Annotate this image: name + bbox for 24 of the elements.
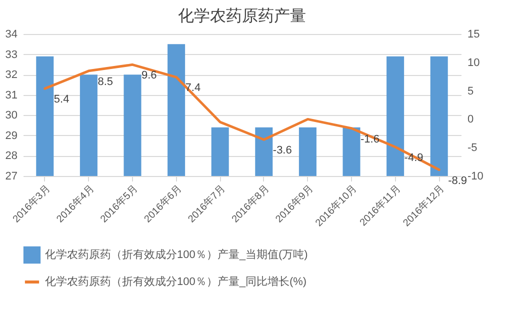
data-label: 5.4	[54, 94, 70, 106]
data-label: 9.6	[142, 70, 157, 82]
legend-label: 化学农药原药（折有效成分100％）产量_当期值(万吨)	[45, 248, 308, 261]
y2-tick-label: -5	[468, 142, 478, 154]
data-label: -8.9	[448, 174, 468, 187]
data-label: -3.6	[272, 144, 292, 157]
y-tick-label: 29	[5, 130, 18, 142]
y2-tick-label: 5	[468, 85, 474, 98]
y2-tick-label: -10	[468, 170, 484, 182]
y2-tick-label: 15	[468, 28, 480, 40]
line-series	[44, 63, 440, 171]
y-tick-label: 27	[5, 170, 18, 182]
y-tick-label: 32	[5, 69, 18, 82]
y-tick-label: 31	[5, 89, 18, 102]
y-tick-label: 30	[5, 110, 18, 122]
chart-title: 化学农药原药产量	[178, 7, 306, 25]
legend-label: 化学农药原药（折有效成分100％）产量_同比增长(%)	[45, 275, 307, 288]
data-label: -1.6	[360, 133, 380, 146]
y-tick-label: 28	[5, 150, 18, 162]
y2-tick-label: 0	[468, 114, 474, 126]
y2-tick-label: 10	[468, 56, 480, 69]
y-tick-label: 33	[5, 48, 18, 61]
y-tick-label: 34	[5, 28, 18, 40]
data-label: 8.5	[98, 76, 113, 88]
